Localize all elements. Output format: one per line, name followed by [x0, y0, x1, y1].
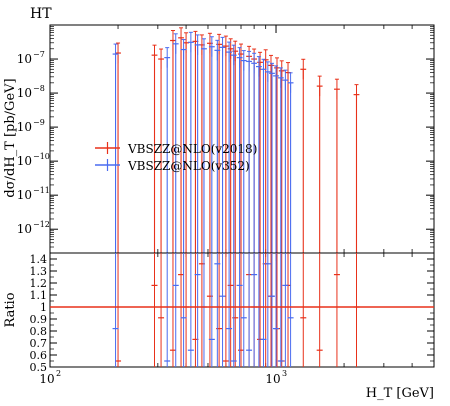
y-tick-label: 10	[17, 52, 32, 66]
ratio-series-v352	[112, 253, 294, 367]
main-series-layer	[112, 27, 360, 253]
series-v2018	[115, 27, 360, 253]
ratio-series-v2018	[115, 253, 360, 367]
ratio-tick-label: 1.3	[30, 265, 48, 278]
ratio-tick-label: 1.4	[30, 253, 48, 266]
ratio-frame	[49, 252, 435, 368]
ratio-tick-label: 0.7	[30, 337, 48, 350]
ratio-tick-label: 1	[40, 301, 47, 314]
ratio-tick-label: 0.5	[30, 361, 48, 374]
legend-item-v2018: VBSZZ@NLO(v2018)	[95, 142, 257, 156]
chart-title: HT	[30, 6, 52, 22]
ratio-tick-label: 0.6	[30, 349, 48, 362]
legend-label: VBSZZ@NLO(v2018)	[127, 142, 257, 156]
series-v352	[112, 31, 294, 253]
x-tick-exponent: 2	[56, 369, 61, 378]
y-tick-label: 10	[17, 120, 32, 134]
y-axis-label: dσ/dH_T [pb/GeV]	[3, 78, 18, 197]
y-tick-exponent: −11	[33, 186, 50, 195]
y-tick-label: 10	[17, 188, 32, 202]
ratio-panel: 10 2 10 30.50.60.70.80.911.11.21.31.4	[30, 252, 435, 386]
ratio-axis-label: Ratio	[3, 292, 18, 327]
x-axis-label: H_T [GeV]	[366, 386, 434, 401]
y-tick-exponent: −12	[33, 220, 50, 229]
x-tick-label: 10	[39, 372, 54, 386]
y-tick-label: 10	[17, 154, 32, 168]
y-tick-exponent: −9	[33, 118, 45, 127]
legend-label: VBSZZ@NLO(v352)	[127, 159, 250, 173]
ratio-tick-label: 1.2	[30, 277, 48, 290]
y-tick-exponent: −10	[33, 152, 50, 161]
y-tick-label: 10	[17, 86, 32, 100]
y-tick-exponent: −7	[33, 50, 45, 59]
y-tick-exponent: −8	[33, 84, 45, 93]
ratio-tick-label: 1.1	[30, 289, 48, 302]
ratio-tick-label: 0.8	[30, 325, 48, 338]
legend-item-v352: VBSZZ@NLO(v352)	[95, 159, 250, 173]
ratio-tick-label: 0.9	[30, 313, 48, 326]
main-frame	[49, 24, 435, 254]
y-tick-label: 10	[17, 222, 32, 236]
x-tick-label: 10	[265, 372, 280, 386]
ratio-series-layer	[112, 253, 360, 367]
legend: VBSZZ@NLO(v2018) VBSZZ@NLO(v352)	[95, 142, 257, 173]
x-tick-exponent: 3	[282, 369, 287, 378]
